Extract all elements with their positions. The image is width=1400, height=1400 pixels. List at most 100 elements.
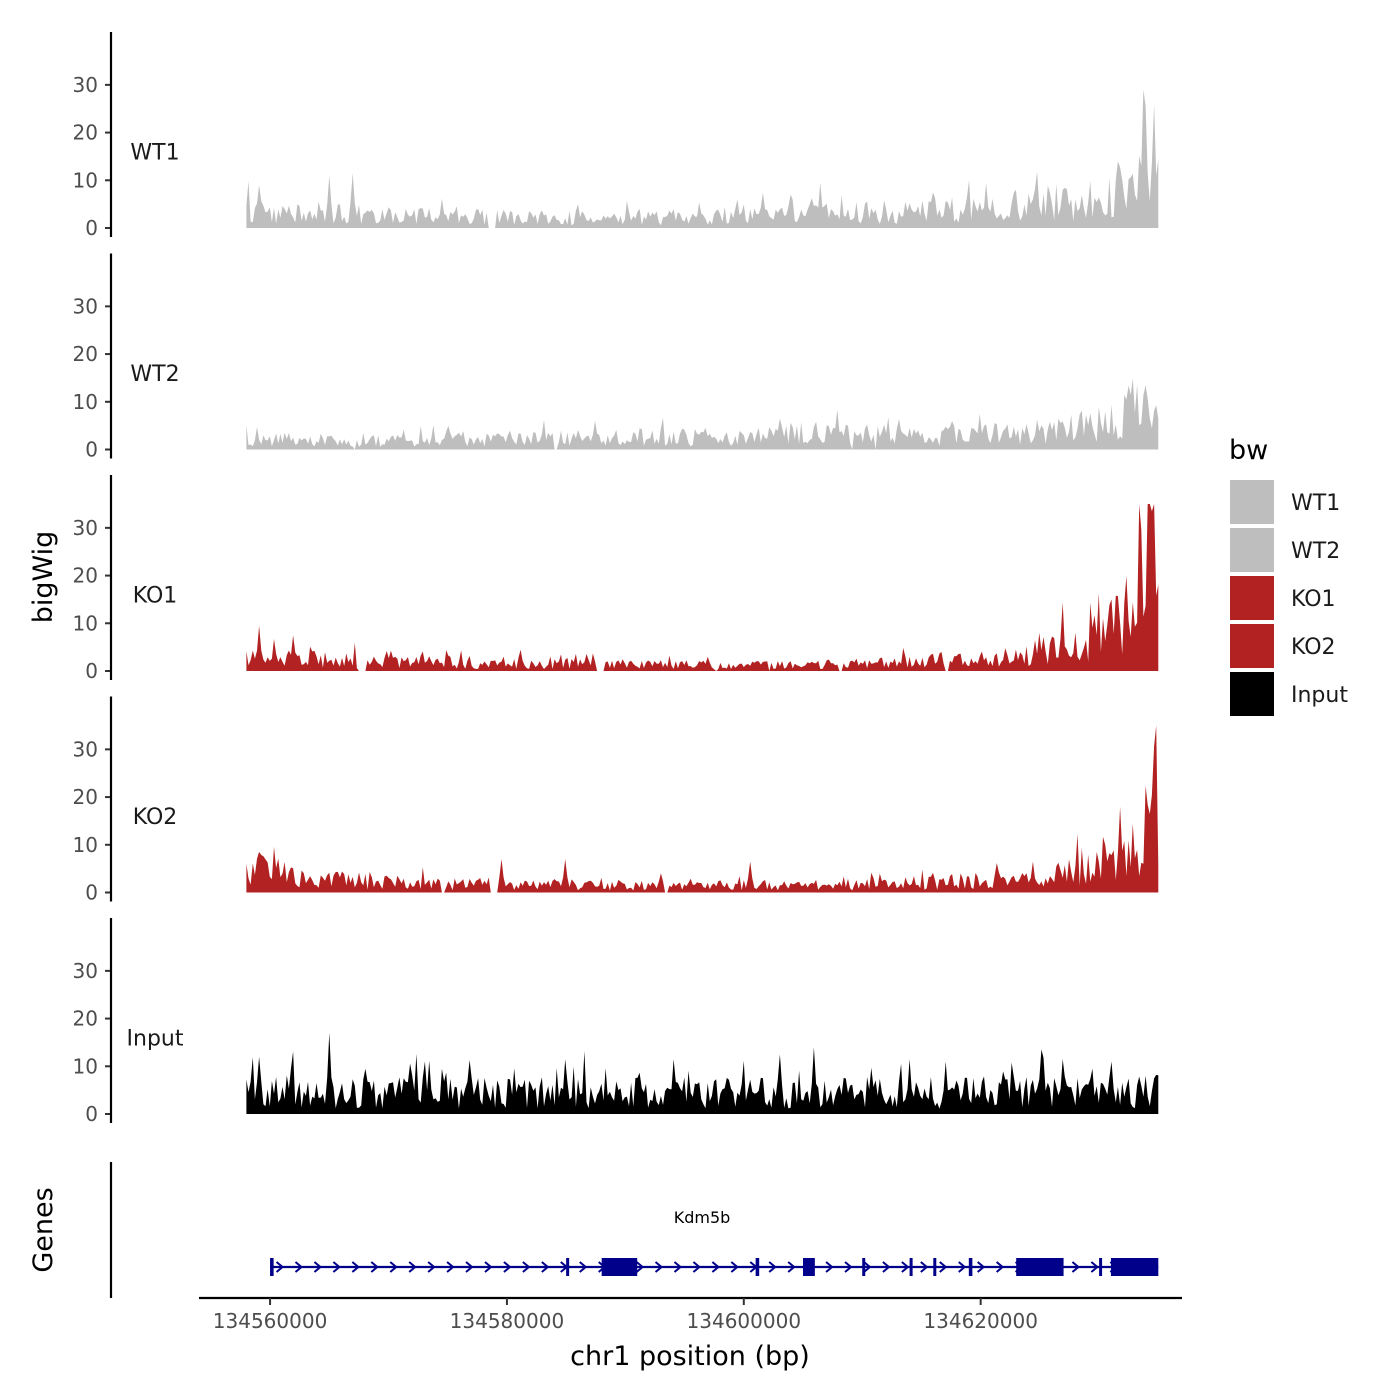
- strand-arrow: [768, 1261, 777, 1273]
- gene-exon: [566, 1258, 570, 1276]
- y-axis-title: bigWig: [28, 531, 59, 624]
- legend-label: KO2: [1291, 635, 1336, 660]
- strand-arrow: [313, 1261, 322, 1273]
- strand-arrow: [787, 1261, 796, 1273]
- strand-arrow: [503, 1261, 512, 1273]
- y-tick-label: 20: [73, 785, 98, 809]
- track-label: Input: [127, 1027, 184, 1052]
- y-tick-label: 0: [85, 1102, 98, 1126]
- strand-arrow: [1090, 1261, 1099, 1273]
- strand-arrow: [427, 1261, 436, 1273]
- strand-arrow: [408, 1261, 417, 1273]
- genes-panel-title: Genes: [28, 1187, 59, 1272]
- gene-exon: [1099, 1258, 1103, 1276]
- strand-arrow: [711, 1261, 720, 1273]
- x-tick-label: 134600000: [687, 1309, 802, 1333]
- y-tick-label: 30: [73, 959, 98, 983]
- y-tick-label: 20: [73, 342, 98, 366]
- gene-exon: [755, 1258, 760, 1276]
- strand-arrow: [825, 1261, 834, 1273]
- track-input: 0 10 20 30 Input: [73, 918, 1159, 1126]
- y-tick-label: 10: [73, 390, 98, 414]
- strand-arrow: [541, 1261, 550, 1273]
- legend-label: WT1: [1291, 491, 1340, 516]
- gene-track: Kdm5b: [109, 1162, 1159, 1298]
- y-tick-label: 20: [73, 564, 98, 588]
- gene-name-label: Kdm5b: [674, 1208, 731, 1227]
- signal-area-ko2: [246, 725, 1159, 893]
- strand-arrow: [939, 1261, 948, 1273]
- y-tick-label: 30: [73, 294, 98, 318]
- legend-label: WT2: [1291, 539, 1340, 564]
- track-wt2: 0 10 20 30 WT2: [73, 253, 1159, 462]
- y-tick-label: 30: [73, 516, 98, 540]
- y-tick-label: 30: [73, 73, 98, 97]
- gene-exon: [270, 1258, 274, 1276]
- strand-arrow: [730, 1261, 739, 1273]
- strand-arrow: [484, 1261, 493, 1273]
- strand-arrow: [901, 1261, 910, 1273]
- y-tick-label: 0: [85, 216, 98, 240]
- strand-arrow: [370, 1261, 379, 1273]
- x-tick-label: 134560000: [213, 1309, 328, 1333]
- strand-arrow: [977, 1261, 986, 1273]
- strand-arrow: [465, 1261, 474, 1273]
- strand-arrow: [351, 1261, 360, 1273]
- signal-area-wt2: [246, 378, 1159, 450]
- track-wt1: 0 10 20 30 WT1: [73, 32, 1159, 240]
- strand-arrow: [332, 1261, 341, 1273]
- strand-arrow: [692, 1261, 701, 1273]
- strand-arrow: [579, 1261, 588, 1273]
- strand-arrow: [294, 1261, 304, 1273]
- strand-arrow: [275, 1261, 285, 1273]
- x-tick-label: 134580000: [450, 1309, 565, 1333]
- y-tick-label: 0: [85, 881, 98, 905]
- y-tick-label: 10: [73, 1054, 98, 1078]
- signal-area-wt1: [246, 89, 1159, 228]
- strand-arrow: [522, 1261, 531, 1273]
- strand-arrow: [958, 1261, 967, 1273]
- y-tick-label: 0: [85, 438, 98, 462]
- y-tick-label: 10: [73, 168, 98, 192]
- gene-exon: [601, 1258, 638, 1276]
- gene-exon: [1110, 1258, 1159, 1276]
- gene-exon: [862, 1258, 866, 1276]
- y-tick-label: 20: [73, 1007, 98, 1031]
- y-tick-label: 10: [73, 833, 98, 857]
- x-axis-title: chr1 position (bp): [570, 1341, 810, 1372]
- strand-arrow: [863, 1261, 872, 1273]
- track-label: KO2: [133, 805, 178, 830]
- strand-arrow: [844, 1261, 853, 1273]
- gene-exon: [1016, 1258, 1064, 1276]
- y-tick-label: 10: [73, 611, 98, 635]
- legend-label: Input: [1291, 683, 1348, 708]
- legend: bw WT1 WT2 KO1 KO2 Input: [1229, 435, 1348, 716]
- signal-tracks: 0 10 20 30 WT1 0 10 20 30 WT2 0 10 20 30 KO1 0 10 20 30 KO2…: [73, 32, 1159, 1126]
- x-axis: 134560000 134580000 134600000 134620000: [199, 1296, 1182, 1333]
- legend-swatch-input: [1230, 672, 1274, 716]
- strand-arrow: [673, 1261, 683, 1273]
- strand-arrow: [635, 1261, 645, 1273]
- legend-title: bw: [1229, 435, 1268, 466]
- strand-arrow: [654, 1261, 664, 1273]
- gene-exon: [803, 1258, 815, 1276]
- signal-area-input: [246, 1032, 1159, 1114]
- signal-area-ko1: [246, 504, 1159, 671]
- track-ko1: 0 10 20 30 KO1: [73, 475, 1159, 683]
- legend-swatch-wt2: [1230, 528, 1274, 572]
- strand-arrow: [882, 1261, 891, 1273]
- strand-arrow: [1071, 1261, 1080, 1273]
- track-ko2: 0 10 20 30 KO2: [73, 696, 1159, 905]
- track-label: KO1: [133, 584, 178, 609]
- x-tick-label: 134620000: [923, 1309, 1038, 1333]
- gene-exon: [909, 1258, 913, 1276]
- track-label: WT2: [130, 362, 179, 387]
- strand-arrow: [995, 1261, 1005, 1273]
- gene-exon: [968, 1258, 973, 1276]
- gene-exon: [933, 1258, 937, 1276]
- strand-arrow: [389, 1261, 398, 1273]
- y-tick-label: 0: [85, 659, 98, 683]
- legend-swatch-ko2: [1230, 624, 1274, 668]
- legend-swatch-wt1: [1230, 480, 1274, 524]
